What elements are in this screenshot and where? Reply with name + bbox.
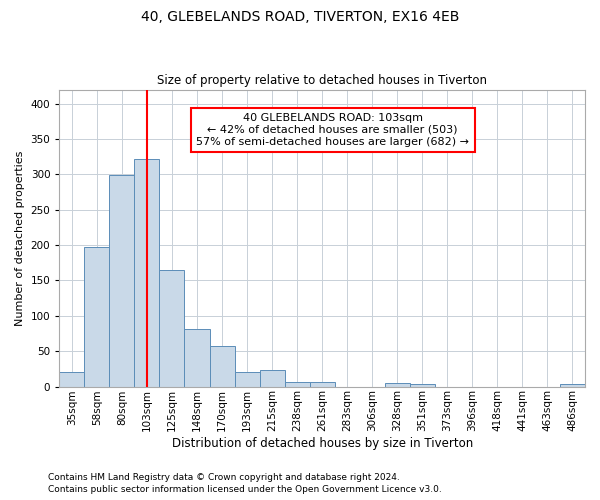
Bar — [109, 175, 134, 386]
Bar — [310, 382, 335, 386]
Bar — [410, 384, 435, 386]
Text: Contains HM Land Registry data © Crown copyright and database right 2024.: Contains HM Land Registry data © Crown c… — [48, 472, 400, 482]
Bar — [184, 328, 209, 386]
Bar — [160, 270, 184, 386]
Bar — [385, 383, 410, 386]
Text: 40 GLEBELANDS ROAD: 103sqm
← 42% of detached houses are smaller (503)
57% of sem: 40 GLEBELANDS ROAD: 103sqm ← 42% of deta… — [196, 114, 469, 146]
Title: Size of property relative to detached houses in Tiverton: Size of property relative to detached ho… — [157, 74, 487, 87]
Text: Contains public sector information licensed under the Open Government Licence v3: Contains public sector information licen… — [48, 485, 442, 494]
Y-axis label: Number of detached properties: Number of detached properties — [15, 150, 25, 326]
Text: 40, GLEBELANDS ROAD, TIVERTON, EX16 4EB: 40, GLEBELANDS ROAD, TIVERTON, EX16 4EB — [141, 10, 459, 24]
Bar — [134, 159, 160, 386]
X-axis label: Distribution of detached houses by size in Tiverton: Distribution of detached houses by size … — [172, 437, 473, 450]
Bar — [235, 372, 260, 386]
Bar — [209, 346, 235, 387]
Bar — [560, 384, 585, 386]
Bar — [284, 382, 310, 386]
Bar — [260, 370, 284, 386]
Bar — [85, 247, 109, 386]
Bar — [59, 372, 85, 386]
